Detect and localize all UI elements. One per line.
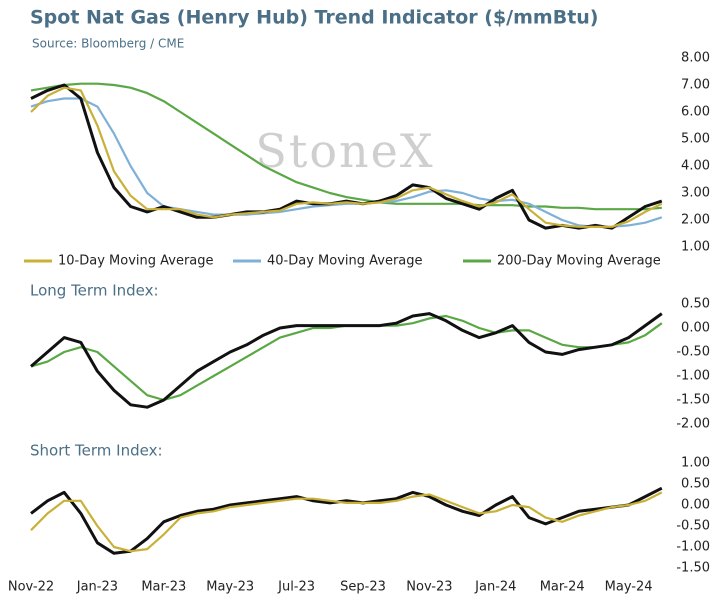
x-tick-label: May-24 [605, 580, 653, 595]
y-tick-label: 1.00 [681, 456, 710, 471]
y-tick-label: 7.00 [681, 78, 710, 93]
y-tick-label: 5.00 [681, 132, 710, 147]
series-line [30, 97, 663, 228]
y-tick-label: 0.50 [681, 477, 710, 492]
y-tick-label: 1.00 [681, 240, 710, 255]
y-tick-label: -1.00 [676, 369, 710, 384]
chart-subtitle: Source: Bloomberg / CME [32, 37, 184, 51]
y-tick-label: 0.00 [681, 498, 710, 513]
chart-title: Spot Nat Gas (Henry Hub) Trend Indicator… [30, 7, 599, 29]
series-line [30, 312, 663, 409]
series-line [30, 83, 663, 230]
panel-title: Short Term Index: [30, 442, 163, 460]
legend-label: 10-Day Moving Average [58, 254, 214, 269]
x-tick-label: Mar-23 [141, 580, 186, 595]
x-tick-label: Nov-22 [8, 580, 54, 595]
y-tick-label: -2.00 [676, 417, 710, 432]
legend-label: 40-Day Moving Average [267, 254, 423, 269]
y-tick-label: 2.00 [681, 213, 710, 228]
x-tick-label: Nov-23 [406, 580, 452, 595]
panel-title: Long Term Index: [30, 282, 159, 300]
series-line [30, 491, 663, 553]
y-tick-label: -1.50 [676, 393, 710, 408]
x-tick-label: Sep-23 [340, 580, 386, 595]
y-tick-label: -1.50 [676, 561, 710, 576]
y-tick-label: 6.00 [681, 105, 710, 120]
y-tick-label: 0.50 [681, 297, 710, 312]
series-line [30, 82, 662, 211]
series-line [30, 86, 663, 228]
y-tick-label: -0.50 [676, 345, 710, 360]
legend-label: 200-Day Moving Average [497, 254, 661, 269]
y-tick-label: 4.00 [681, 159, 710, 174]
y-tick-label: 3.00 [681, 186, 710, 201]
x-tick-label: May-23 [206, 580, 254, 595]
y-tick-label: 0.00 [681, 321, 710, 336]
y-tick-label: -1.00 [676, 540, 710, 555]
x-tick-label: Jul-23 [277, 580, 315, 595]
watermark: StoneX [255, 124, 434, 178]
series-line [30, 314, 663, 402]
x-tick-label: Mar-24 [540, 580, 585, 595]
y-tick-label: 8.00 [681, 51, 710, 66]
x-tick-label: Jan-24 [474, 580, 516, 595]
y-tick-label: -0.50 [676, 519, 710, 534]
x-tick-label: Jan-23 [76, 580, 118, 595]
